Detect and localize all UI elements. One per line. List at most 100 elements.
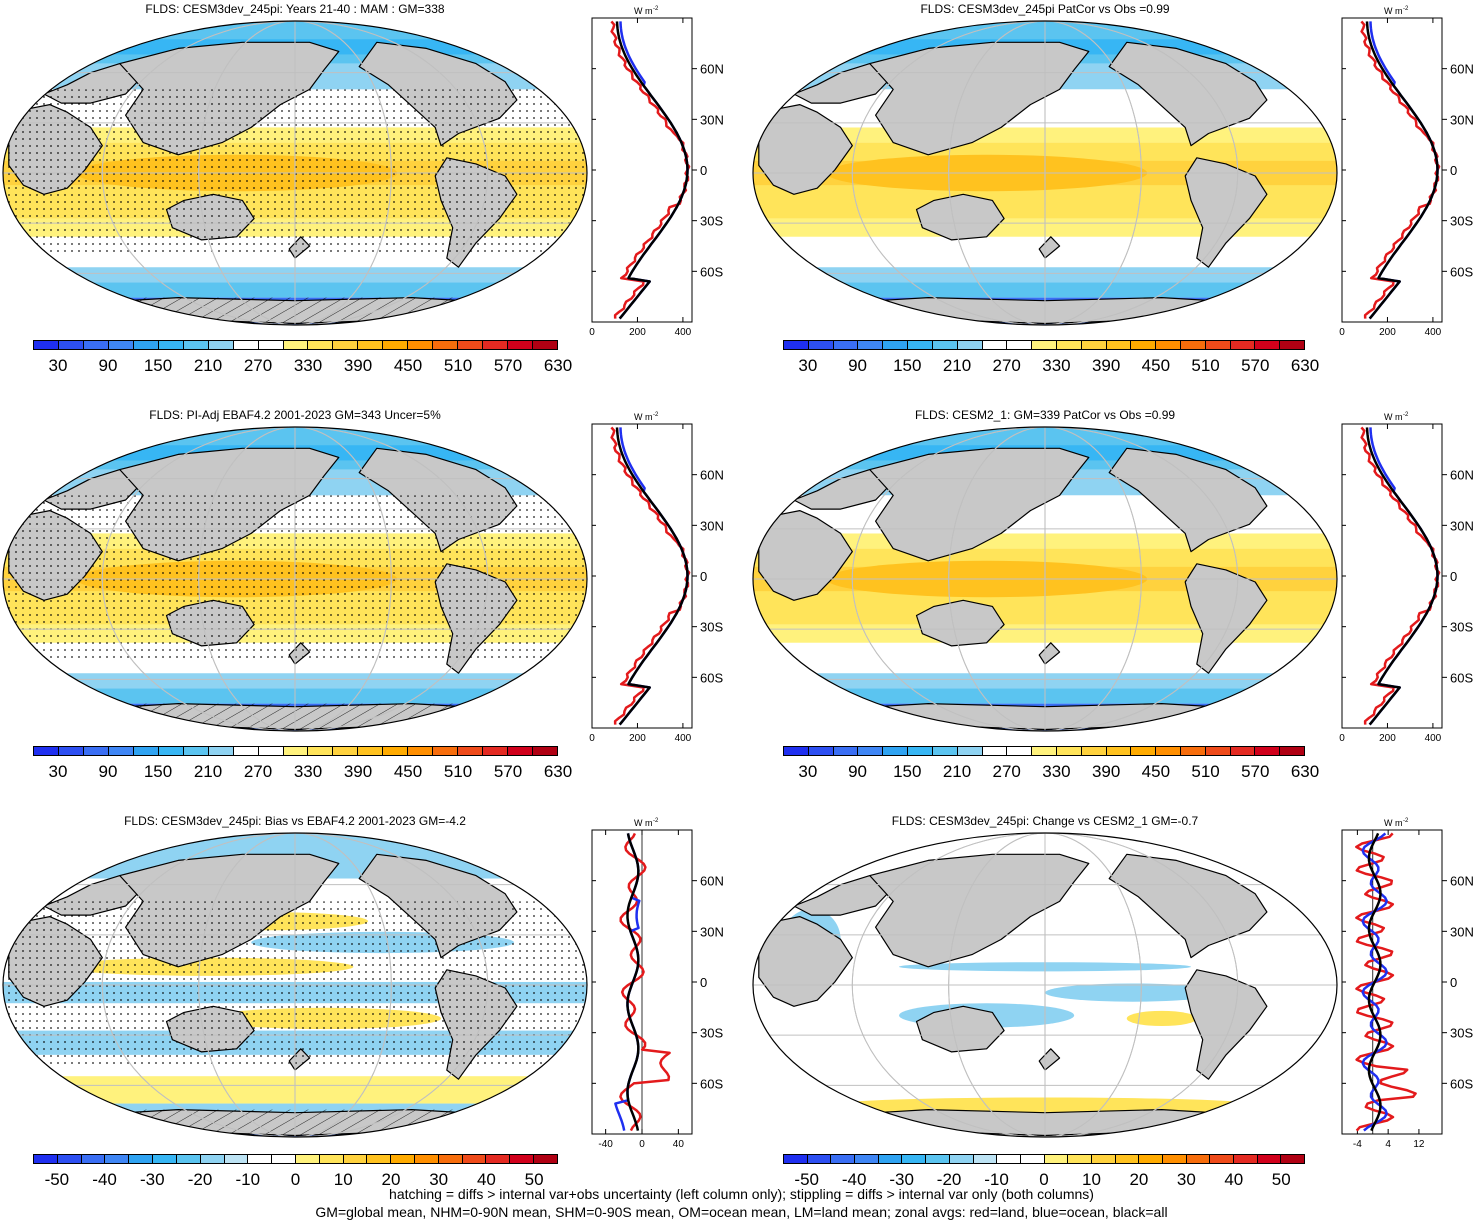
zonal-unit-label: W m bbox=[634, 818, 653, 828]
colorbar-cell bbox=[858, 747, 884, 755]
zonal-x-tick-label: 200 bbox=[1379, 327, 1396, 338]
colorbar-tick-label: 210 bbox=[942, 762, 972, 781]
colorbar-tick-label: 450 bbox=[393, 762, 423, 781]
colorbar-cell bbox=[183, 341, 209, 349]
colorbar-cell bbox=[233, 341, 259, 349]
colorbar-cell bbox=[1106, 341, 1132, 349]
colorbar-cell bbox=[858, 341, 884, 349]
zonal-lat-label: 60S bbox=[700, 1076, 723, 1091]
colorbar-cell bbox=[997, 1155, 1021, 1163]
colorbar-cell bbox=[1181, 747, 1206, 755]
zonal-x-tick-label: -40 bbox=[598, 1139, 613, 1150]
continent-greenland bbox=[516, 35, 565, 68]
continent-australia bbox=[915, 1005, 1005, 1053]
colorbar-cell bbox=[1156, 747, 1181, 755]
colorbar-tick-label: 40 bbox=[476, 1170, 496, 1189]
continent-asia bbox=[869, 853, 1090, 968]
zonal-unit-label: W m bbox=[1384, 6, 1403, 16]
continent-greenland bbox=[516, 441, 565, 474]
zonal-x-tick-label: -4 bbox=[1353, 1139, 1362, 1150]
panel-cesm2: FLDS: CESM2_1: GM=339 PatCor vs Obs =0.9… bbox=[745, 406, 1483, 806]
colorbar-cell bbox=[833, 341, 859, 349]
colorbar-tick-label: 50 bbox=[1271, 1170, 1291, 1189]
world-map bbox=[2, 426, 588, 732]
colorbar-cell bbox=[1205, 341, 1231, 349]
zonal-unit-label: W m bbox=[1384, 412, 1403, 422]
colorbar-cell bbox=[1257, 1155, 1282, 1163]
colorbar-tick-label: 270 bbox=[243, 762, 273, 781]
zonal-lat-label: 0 bbox=[700, 569, 707, 584]
colorbar-cell bbox=[534, 1155, 557, 1163]
colorbar-tick-label: 330 bbox=[1042, 762, 1071, 781]
colorbar-cell bbox=[358, 341, 384, 349]
colorbar-cell bbox=[34, 1155, 58, 1163]
colorbar-cell bbox=[343, 1155, 368, 1163]
colorbar-cell bbox=[1115, 1155, 1140, 1163]
colorbar-cell bbox=[295, 1155, 320, 1163]
colorbar-cell bbox=[1280, 341, 1305, 349]
colorbar-tick-label: 210 bbox=[193, 762, 223, 781]
continent-samerica bbox=[1184, 157, 1268, 268]
continent-asia bbox=[869, 447, 1090, 562]
zonal-lat-label: 0 bbox=[1450, 163, 1457, 178]
zonal-curve-all bbox=[626, 833, 640, 1131]
world-map bbox=[752, 20, 1338, 326]
continent-samerica bbox=[1184, 563, 1268, 674]
colorbar-cell bbox=[533, 747, 558, 755]
colorbar-cell bbox=[308, 341, 334, 349]
colorbar-tick-label: -30 bbox=[889, 1170, 914, 1189]
colorbar-cell bbox=[224, 1155, 249, 1163]
zonal-unit-superscript: -2 bbox=[1403, 818, 1409, 824]
colorbar-tick-label: 210 bbox=[193, 356, 223, 375]
colorbar-cell bbox=[1255, 341, 1281, 349]
colorbar-cell bbox=[932, 341, 958, 349]
zonal-curve-all bbox=[615, 21, 689, 320]
colorbar-tick-label: 90 bbox=[848, 762, 868, 781]
colorbar-cell bbox=[462, 1155, 487, 1163]
zonal-curve-all bbox=[1365, 21, 1439, 320]
zonal-lat-label: 60N bbox=[700, 874, 724, 889]
continent-australia bbox=[915, 599, 1005, 647]
colorbar-cell bbox=[1131, 747, 1157, 755]
panel-model-mam: FLDS: CESM3dev_245pi: Years 21-40 : MAM … bbox=[0, 0, 740, 400]
colorbar-cell bbox=[1186, 1155, 1211, 1163]
colorbar-cell bbox=[973, 1155, 998, 1163]
colorbar-tick-label: 10 bbox=[1081, 1170, 1101, 1189]
colorbar-cell bbox=[272, 1155, 296, 1163]
colorbar-tick-label: 150 bbox=[893, 762, 922, 781]
zonal-mean-plot: W m -2 60N 30N 0 30S 60S 0 200 400 bbox=[1339, 412, 1474, 744]
colorbar-tick-label: 150 bbox=[143, 356, 173, 375]
colorbar-tick-label: -50 bbox=[794, 1170, 820, 1189]
colorbar-tick-label: 210 bbox=[942, 356, 972, 375]
panel-title: FLDS: CESM3dev_245pi: Change vs CESM2_1 … bbox=[891, 814, 1199, 828]
zonal-unit-superscript: -2 bbox=[1403, 412, 1409, 418]
zonal-unit-label: W m bbox=[634, 412, 653, 422]
colorbar-cell bbox=[932, 747, 958, 755]
zonal-mean-plot: W m -2 60N 30N 0 30S 60S 0 200 400 bbox=[589, 6, 724, 338]
zonal-lat-label: 30S bbox=[1450, 620, 1473, 635]
colorbar-cell bbox=[208, 341, 234, 349]
zonal-lat-label: 60N bbox=[1450, 468, 1474, 483]
zonal-curve-all bbox=[1365, 427, 1439, 726]
colorbar-cell bbox=[908, 747, 933, 755]
colorbar-tick-label: 0 bbox=[1039, 1170, 1049, 1189]
colorbar-cell bbox=[58, 747, 84, 755]
colorbar-cell bbox=[458, 747, 484, 755]
colorbar-tick-label: 330 bbox=[1042, 356, 1071, 375]
colorbar-tick-label: 630 bbox=[1290, 356, 1320, 375]
zonal-lat-label: 30N bbox=[1450, 518, 1474, 533]
colorbar-tick-label: 570 bbox=[493, 762, 523, 781]
colorbar-cell bbox=[438, 1155, 463, 1163]
colorbar-cell bbox=[1139, 1155, 1163, 1163]
colorbar-cell bbox=[383, 341, 409, 349]
colorbar-tick-label: -30 bbox=[140, 1170, 165, 1189]
colorbar bbox=[33, 340, 558, 350]
colorbar-tick-label: 450 bbox=[1141, 762, 1171, 781]
colorbar-cell bbox=[248, 1155, 273, 1163]
colorbar-tick-label: 510 bbox=[1191, 762, 1220, 781]
zonal-x-tick-label: 400 bbox=[1425, 733, 1442, 744]
zonal-lat-label: 0 bbox=[700, 975, 707, 990]
zonal-unit-label: W m bbox=[1384, 818, 1403, 828]
colorbar-cell bbox=[926, 1155, 950, 1163]
zonal-mean-plot: W m -2 60N 30N 0 30S 60S -4 4 12 bbox=[1341, 818, 1474, 1150]
